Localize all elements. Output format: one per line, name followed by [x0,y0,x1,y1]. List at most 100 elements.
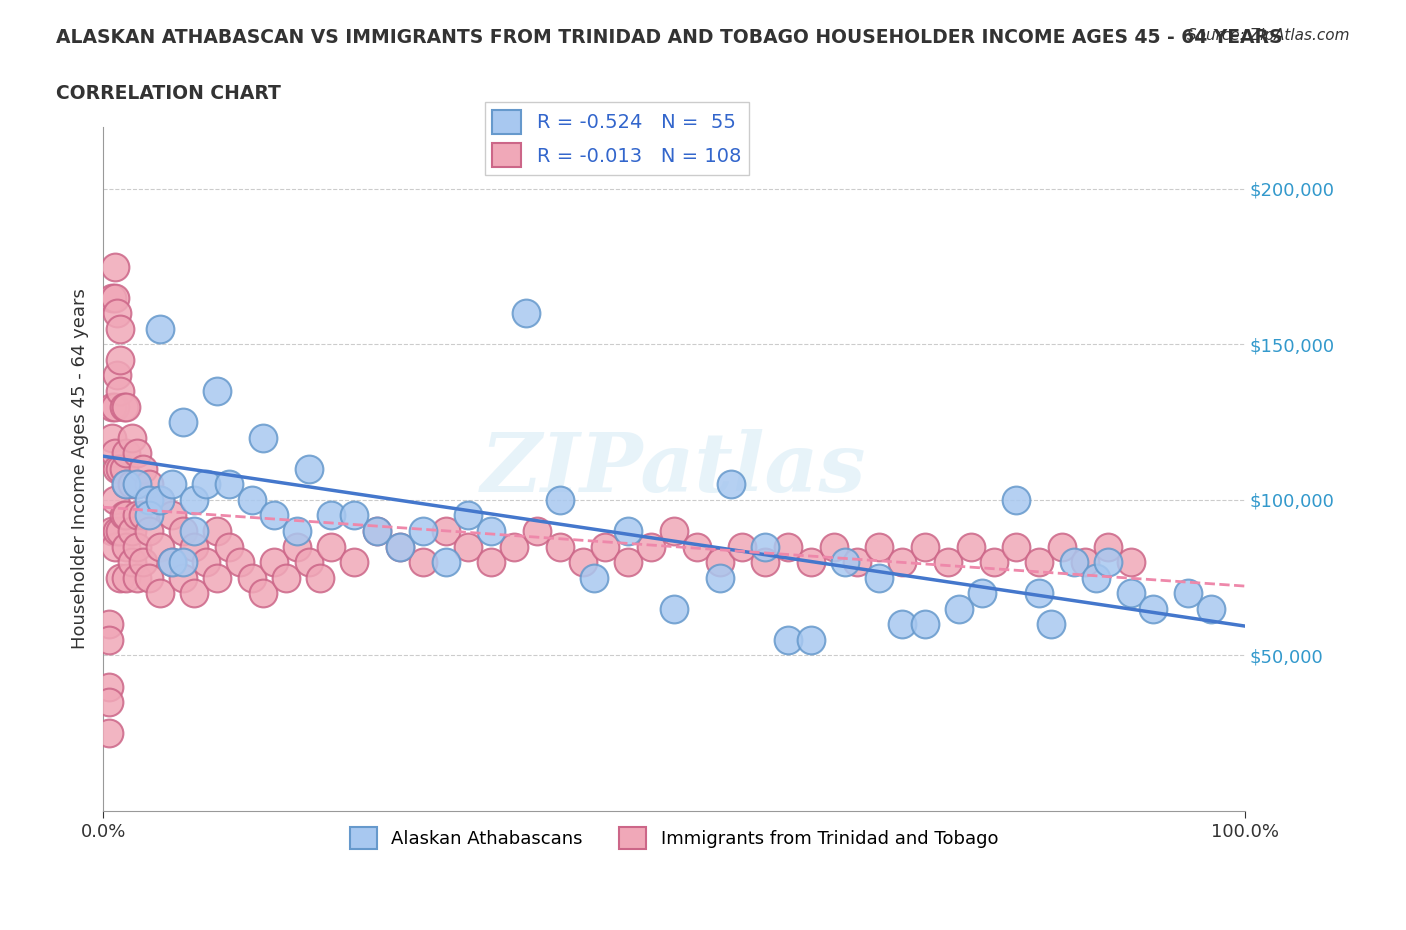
Point [207,383,229,398]
Point [103,539,125,554]
Text: ALASKAN ATHABASCAN VS IMMIGRANTS FROM TRINIDAD AND TOBAGO HOUSEHOLDER INCOME AGE: ALASKAN ATHABASCAN VS IMMIGRANTS FROM TR… [56,28,1282,46]
Point [754,539,776,554]
Point [778,632,800,647]
Point [115,477,138,492]
Point [218,477,240,492]
Point [138,493,160,508]
Point [183,493,205,508]
Point [115,445,138,460]
Point [149,322,172,337]
Point [1050,539,1073,554]
Point [101,431,124,445]
Point [595,539,617,554]
Point [936,554,959,569]
Point [983,554,1005,569]
Point [1199,602,1222,617]
Point [343,508,366,523]
Point [183,586,205,601]
Point [343,554,366,569]
Point [160,554,183,569]
Point [800,632,823,647]
Point [240,570,263,585]
Legend: Alaskan Athabascans, Immigrants from Trinidad and Tobago: Alaskan Athabascans, Immigrants from Tri… [343,820,1005,857]
Point [515,306,537,321]
Point [101,290,124,305]
Point [298,461,321,476]
Point [110,383,132,398]
Point [891,554,914,569]
Text: ZIPatlas: ZIPatlas [481,429,866,509]
Point [1097,554,1119,569]
Point [1063,554,1085,569]
Point [132,461,155,476]
Point [240,493,263,508]
Point [479,554,502,569]
Point [115,477,138,492]
Point [132,508,155,523]
Point [503,539,526,554]
Point [479,524,502,538]
Point [1097,539,1119,554]
Point [274,570,297,585]
Point [121,431,143,445]
Point [127,57,149,72]
Point [105,524,128,538]
Point [321,508,343,523]
Point [548,493,571,508]
Point [548,539,571,554]
Point [640,539,662,554]
Point [183,524,205,538]
Point [110,322,132,337]
Point [263,554,285,569]
Point [388,539,411,554]
Point [754,554,776,569]
Point [194,477,217,492]
Point [617,524,640,538]
Point [868,539,890,554]
Point [101,524,124,538]
Point [160,554,183,569]
Point [112,461,135,476]
Point [115,570,138,585]
Point [778,539,800,554]
Point [172,554,194,569]
Point [252,431,274,445]
Point [571,554,593,569]
Point [731,539,754,554]
Point [1039,617,1062,631]
Point [959,539,981,554]
Point [115,508,138,523]
Point [834,554,856,569]
Point [138,508,160,523]
Point [366,524,388,538]
Point [110,352,132,367]
Point [115,539,138,554]
Point [891,617,914,631]
Point [103,445,125,460]
Point [686,539,709,554]
Point [103,399,125,414]
Point [127,570,149,585]
Point [1142,602,1164,617]
Point [972,586,994,601]
Point [194,554,217,569]
Point [121,477,143,492]
Point [1085,570,1108,585]
Point [172,415,194,430]
Point [800,554,823,569]
Point [434,524,457,538]
Point [127,477,149,492]
Point [127,445,149,460]
Point [138,477,160,492]
Point [709,554,731,569]
Point [103,259,125,274]
Point [110,461,132,476]
Point [914,539,936,554]
Point [1028,586,1050,601]
Point [105,461,128,476]
Point [207,524,229,538]
Point [97,695,120,710]
Point [121,524,143,538]
Point [868,570,890,585]
Point [709,570,731,585]
